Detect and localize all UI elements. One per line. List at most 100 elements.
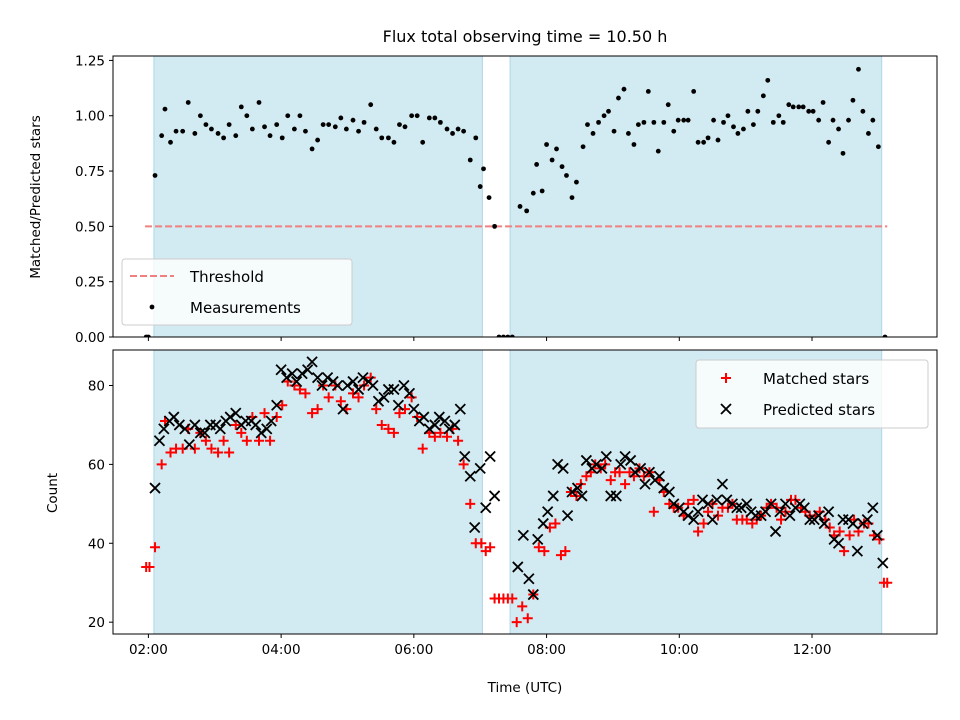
matched-stars-point: [218, 435, 229, 446]
measurement-point: [168, 139, 173, 145]
matched-stars-point: [429, 431, 440, 442]
predicted-stars-point: [357, 371, 369, 384]
predicted-stars-point: [179, 423, 191, 435]
predicted-stars-point: [418, 411, 430, 423]
matched-stars-point: [394, 408, 405, 419]
matched-stars-point: [348, 388, 359, 399]
matched-stars-point: [271, 412, 282, 423]
measurement-point: [616, 95, 621, 101]
measurement-point: [701, 139, 707, 145]
measurement-point: [661, 119, 667, 125]
predicted-stars-point: [443, 423, 455, 435]
figure-title: Flux total observing time = 10.50 h: [383, 27, 668, 46]
measurement-point: [721, 119, 726, 125]
measurement-point: [655, 148, 661, 154]
measurement-point: [665, 102, 671, 108]
predicted-stars-point: [639, 478, 651, 490]
predicted-stars-point: [663, 486, 675, 498]
predicted-stars-point: [423, 423, 435, 435]
measurement-point: [524, 208, 530, 214]
predicted-stars-point: [735, 502, 747, 514]
matched-stars-point: [388, 427, 399, 438]
measurement-point: [152, 173, 158, 178]
matched-stars-point: [259, 408, 270, 419]
predicted-stars-point: [173, 419, 185, 431]
predicted-stars-point: [337, 403, 349, 415]
measurement-point: [209, 126, 214, 132]
predicted-stars-point: [183, 439, 195, 451]
measurement-point: [350, 117, 356, 123]
matched-stars-point: [376, 419, 387, 430]
matched-stars-point: [834, 526, 845, 537]
measurement-point: [159, 133, 165, 139]
measurement-point: [530, 190, 536, 196]
predicted-stars-point: [484, 450, 496, 463]
predicted-stars-point: [517, 529, 529, 542]
matched-stars-point: [560, 546, 571, 557]
measurement-point: [162, 106, 168, 112]
matched-stars-point: [824, 522, 835, 533]
matched-stars-point: [200, 435, 211, 446]
measurement-point: [534, 162, 540, 167]
measurement-point: [309, 146, 315, 152]
predicted-stars-point: [580, 454, 593, 467]
y-tick-label: 0.75: [75, 164, 105, 180]
measurement-point: [601, 113, 607, 119]
measurement-point: [203, 122, 209, 127]
measurement-point: [539, 188, 545, 194]
measurement-point: [840, 150, 846, 156]
measurement-point: [481, 166, 486, 172]
observing-window-band: [509, 56, 883, 337]
measurement-point: [332, 124, 338, 130]
matched-stars-point: [648, 506, 659, 517]
predicted-stars-point: [290, 375, 303, 388]
measurement-point: [343, 126, 349, 132]
measurement-point: [505, 334, 511, 337]
measurement-point: [180, 128, 186, 134]
measurement-point: [695, 139, 701, 145]
y-tick-label: 0.50: [75, 219, 105, 235]
x-tick-label: 06:00: [394, 642, 433, 658]
predicted-stars-point: [250, 419, 262, 431]
predicted-stars-point: [454, 403, 466, 415]
measurement-point: [145, 334, 151, 337]
matched-stars-point: [241, 435, 252, 446]
predicted-stars-point: [537, 517, 549, 530]
y-tick-label: 1.00: [75, 109, 105, 125]
measurement-point: [796, 104, 802, 110]
measurement-point: [611, 128, 617, 134]
measurement-point: [226, 122, 232, 127]
predicted-stars-point: [149, 482, 161, 494]
measurement-point: [635, 122, 641, 127]
matched-stars-point: [353, 392, 364, 403]
predicted-stars-point: [547, 490, 559, 502]
predicted-stars-point: [813, 510, 825, 522]
predicted-stars-point: [429, 419, 441, 431]
matched-stars-point: [365, 372, 376, 383]
predicted-stars-point: [408, 403, 420, 415]
top-panel: Matched/Predicted stars 0.00 0.25 0.50 0.75…: [28, 53, 938, 346]
predicted-stars-point: [306, 356, 318, 368]
measurement-point: [554, 146, 559, 152]
measurement-point: [303, 128, 308, 134]
predicted-stars-point: [153, 435, 166, 447]
predicted-stars-point: [557, 462, 569, 474]
predicted-stars-point: [615, 458, 627, 471]
predicted-stars-point: [527, 588, 539, 601]
measurement-point: [320, 122, 326, 127]
matched-stars-point: [236, 427, 247, 438]
measurement-point: [735, 131, 741, 136]
predicted-stars-point: [822, 506, 835, 518]
matched-stars-point: [550, 518, 561, 529]
measurement-point: [770, 119, 776, 125]
measurement-point: [574, 179, 579, 185]
predicted-stars-point: [629, 466, 641, 478]
measurement-point: [361, 119, 367, 125]
measurement-point: [786, 102, 792, 108]
measurement-point: [444, 126, 450, 132]
matched-stars-point: [335, 396, 346, 407]
matched-stars-point: [844, 530, 855, 541]
x-tick-label: 08:00: [527, 642, 566, 658]
measurement-point: [765, 77, 771, 83]
